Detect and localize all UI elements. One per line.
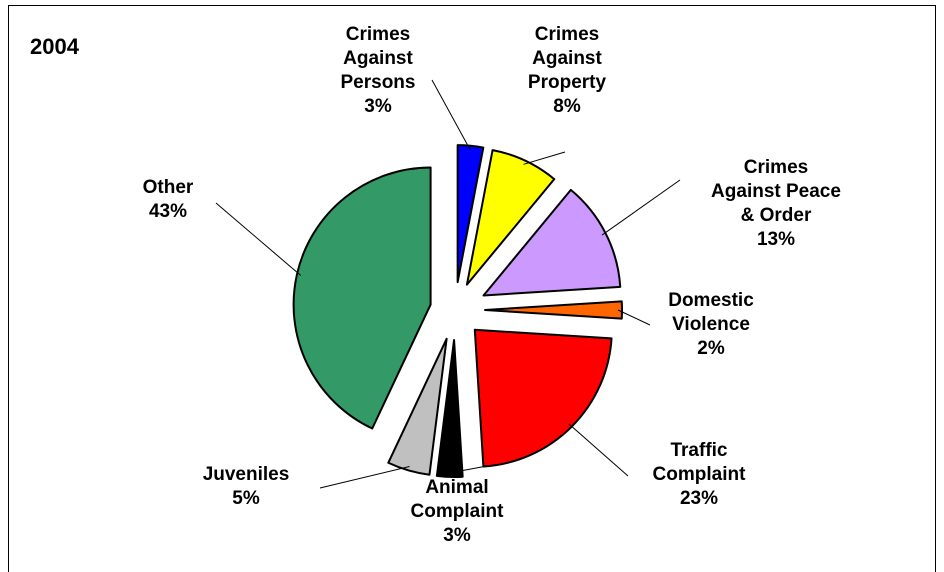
leader-line bbox=[319, 466, 410, 489]
slice-label-line: Crimes bbox=[346, 24, 410, 45]
pie-slice-crimes-against-persons bbox=[456, 144, 485, 284]
slice-label-line: Complaint bbox=[411, 501, 505, 522]
slice-label-line: Violence bbox=[672, 314, 750, 335]
slice-label-line: Property bbox=[528, 72, 607, 93]
leader-line bbox=[617, 309, 651, 326]
slice-percent: 43% bbox=[149, 201, 187, 222]
slice-label-line: Against Peace bbox=[711, 181, 841, 202]
leader-line bbox=[601, 179, 681, 236]
slice-label: Crimes Against Persons 3% bbox=[341, 24, 416, 117]
pie-slice-animal-complaint bbox=[435, 338, 464, 478]
slice-label-line: Animal bbox=[425, 477, 488, 498]
slice-percent: 8% bbox=[553, 96, 581, 117]
leader-line bbox=[523, 151, 566, 165]
leader-line bbox=[215, 202, 302, 276]
chart-title: 2004 bbox=[30, 34, 80, 59]
pie-slice-domestic-violence bbox=[484, 300, 624, 320]
slice-percent: 3% bbox=[443, 525, 471, 546]
slice-label-line: Complaint bbox=[653, 464, 747, 485]
slice-label-line: Domestic bbox=[668, 290, 754, 311]
slice-label: Juveniles 5% bbox=[203, 464, 290, 509]
slice-percent: 3% bbox=[364, 96, 392, 117]
pie-slice-crimes-against-peace-order bbox=[482, 188, 622, 297]
slice-label-line: Against bbox=[532, 48, 602, 69]
slice-label-line: Persons bbox=[341, 72, 416, 93]
slice-label-line: Juveniles bbox=[203, 464, 290, 485]
slice-label: Crimes Against Peace & Order 13% bbox=[711, 157, 841, 250]
slice-label-line: & Order bbox=[741, 205, 812, 226]
pie-slice-crimes-against-property bbox=[465, 149, 556, 286]
slice-label-line: Other bbox=[143, 177, 194, 198]
slice-label: Animal Complaint 3% bbox=[411, 477, 505, 546]
slice-percent: 23% bbox=[680, 488, 718, 509]
slice-label-line: Crimes bbox=[535, 24, 599, 45]
leader-line bbox=[449, 465, 488, 474]
slice-label-line: Crimes bbox=[744, 157, 808, 178]
slice-label: Domestic Violence 2% bbox=[668, 290, 754, 359]
pie-slice-juveniles bbox=[387, 337, 448, 476]
leader-line bbox=[568, 423, 629, 477]
chart-frame bbox=[8, 5, 936, 572]
slice-percent: 5% bbox=[232, 488, 260, 509]
slice-label: Traffic Complaint 23% bbox=[653, 440, 747, 509]
slice-percent: 2% bbox=[697, 338, 725, 359]
slice-label: Crimes Against Property 8% bbox=[528, 24, 607, 117]
slice-label-line: Traffic bbox=[670, 440, 727, 461]
leader-line bbox=[431, 79, 471, 150]
slice-label-line: Against bbox=[343, 48, 413, 69]
slice-label: Other 43% bbox=[143, 177, 194, 222]
pie-slice-other bbox=[292, 166, 432, 430]
pie-slice-traffic-complaint bbox=[473, 328, 613, 468]
slice-percent: 13% bbox=[757, 229, 795, 250]
